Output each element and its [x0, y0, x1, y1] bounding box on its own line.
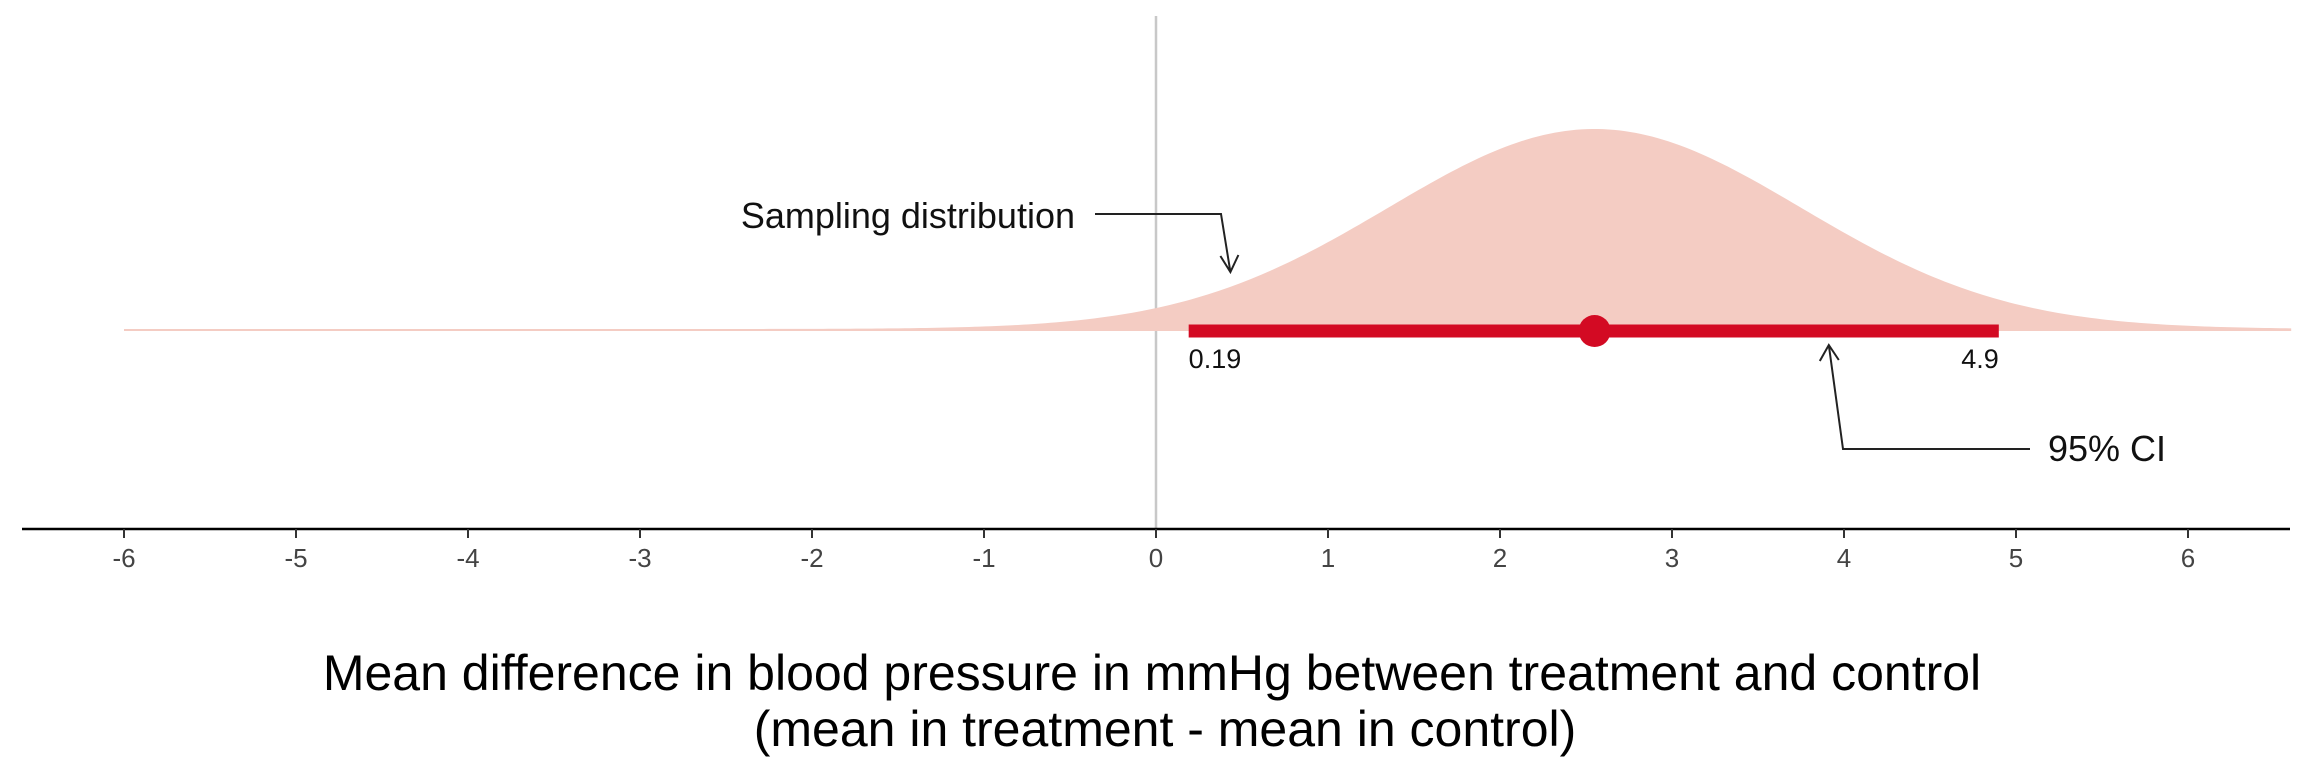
x-tick-label: 6	[2181, 543, 2195, 573]
x-tick-label: -1	[972, 543, 995, 573]
x-axis-subtitle: (mean in treatment - mean in control)	[754, 701, 1577, 757]
ci-upper-label: 4.9	[1961, 344, 1999, 374]
x-tick-label: 1	[1321, 543, 1335, 573]
sampling-distribution-arrow	[1095, 213, 1240, 275]
x-tick-label: -3	[628, 543, 651, 573]
x-tick-label: 3	[1665, 543, 1679, 573]
ci-lower-label: 0.19	[1189, 344, 1242, 374]
x-tick-label: 4	[1837, 543, 1851, 573]
x-tick-label: -6	[112, 543, 135, 573]
x-tick-label: -4	[456, 543, 479, 573]
ci-arrow	[1818, 343, 2030, 450]
x-axis: -6 -5 -4 -3 -2 -1 0 1 2 3 4 5 6	[22, 527, 2290, 573]
x-tick-label: 0	[1149, 543, 1163, 573]
x-axis-title: Mean difference in blood pressure in mmH…	[323, 645, 1981, 701]
sampling-distribution-area	[124, 129, 2292, 331]
x-tick-label: -2	[800, 543, 823, 573]
sampling-distribution-annotation: Sampling distribution	[741, 195, 1075, 236]
x-axis-ticks: -6 -5 -4 -3 -2 -1 0 1 2 3 4 5 6	[112, 529, 2195, 573]
plot-area: 0.19 4.9 Sampling distribution 95% CI	[124, 16, 2292, 529]
ci-annotation: 95% CI	[2048, 428, 2166, 469]
x-tick-label: 2	[1493, 543, 1507, 573]
x-tick-label: 5	[2009, 543, 2023, 573]
point-estimate-marker	[1578, 315, 1611, 347]
x-tick-label: -5	[284, 543, 307, 573]
